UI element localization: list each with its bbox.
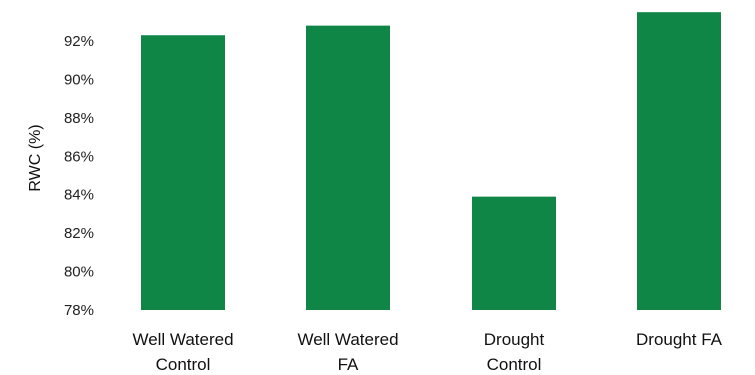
x-tick-label: Well Watered	[132, 330, 233, 349]
y-tick-label: 80%	[64, 264, 94, 281]
y-tick-label: 82%	[64, 225, 94, 242]
y-tick-label: 88%	[64, 110, 94, 127]
y-tick-label: 86%	[64, 148, 94, 165]
y-tick-label: 84%	[64, 187, 94, 204]
y-tick-label: 90%	[64, 71, 94, 88]
bar	[306, 25, 390, 310]
x-tick-label: Drought FA	[636, 330, 723, 349]
x-tick-label: Control	[487, 355, 542, 374]
x-tick-label: Drought	[484, 330, 545, 349]
bars	[141, 12, 721, 311]
x-tick-label: FA	[338, 355, 359, 374]
y-tick-label: 78%	[64, 302, 94, 319]
x-tick-label: Well Watered	[297, 330, 398, 349]
bar	[472, 196, 556, 310]
y-axis-ticks: 78% 80% 82% 84% 86% 88% 90% 92%	[64, 33, 94, 319]
x-tick-label: Control	[156, 355, 211, 374]
y-axis-title: RWC (%)	[27, 124, 44, 191]
y-tick-label: 92%	[64, 33, 94, 50]
bar	[141, 35, 225, 310]
bar	[637, 12, 721, 311]
x-axis-labels: Well Watered Control Well Watered FA Drought…	[132, 330, 722, 374]
